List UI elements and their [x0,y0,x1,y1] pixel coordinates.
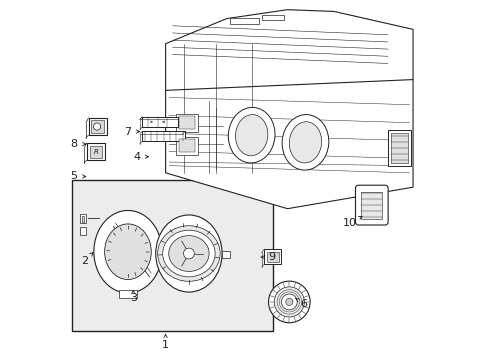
Bar [86,143,105,160]
Bar [142,131,185,141]
Ellipse shape [168,235,209,271]
Circle shape [285,298,292,306]
Text: 3: 3 [130,293,137,303]
Bar [88,118,107,135]
Ellipse shape [104,224,151,279]
Text: 9: 9 [267,252,274,262]
Polygon shape [94,211,162,293]
FancyBboxPatch shape [119,291,137,298]
Bar [91,121,104,133]
Ellipse shape [228,107,274,163]
Circle shape [281,294,297,310]
Circle shape [274,287,304,317]
Circle shape [183,248,194,259]
Ellipse shape [157,226,220,281]
Bar [264,249,281,264]
Ellipse shape [289,122,321,163]
Text: 2: 2 [81,256,88,266]
Circle shape [268,281,309,323]
Text: 5: 5 [70,171,78,181]
Bar [176,137,198,155]
Ellipse shape [163,230,215,277]
Text: 8: 8 [70,139,78,149]
Bar [222,251,230,258]
Ellipse shape [235,114,267,156]
Bar [262,15,284,21]
Bar [266,252,278,262]
Text: R: R [93,149,98,155]
Bar [80,214,86,223]
Bar [230,18,258,24]
Bar [89,145,102,158]
Text: 7: 7 [124,127,131,136]
Bar [361,192,382,219]
Bar [179,139,195,152]
FancyBboxPatch shape [355,185,387,225]
Bar [179,116,195,129]
Text: 4: 4 [133,152,140,162]
Circle shape [93,123,101,130]
Text: 6: 6 [300,299,306,309]
Polygon shape [165,80,412,209]
Bar [81,216,83,222]
Bar [176,114,198,132]
Bar [142,117,178,127]
Bar [72,180,273,330]
Bar [80,226,86,234]
Ellipse shape [155,215,222,292]
Text: 1: 1 [162,340,169,350]
Polygon shape [165,10,412,108]
Ellipse shape [282,114,328,170]
Bar [390,133,407,163]
Text: 10: 10 [343,218,357,228]
Bar [387,130,410,166]
